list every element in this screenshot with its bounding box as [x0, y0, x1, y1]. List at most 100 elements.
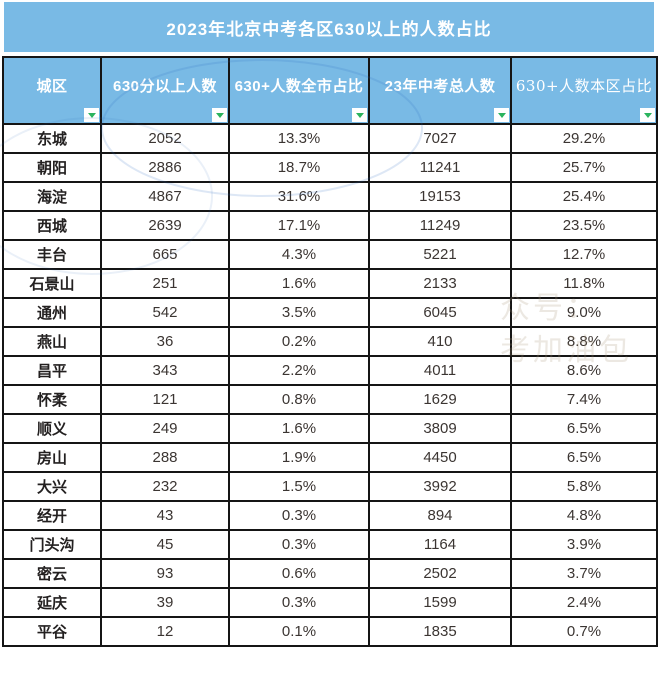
table-row: 门头沟 45 0.3% 1164 3.9% — [2, 529, 658, 560]
value-cell: 25.7% — [510, 152, 658, 183]
filter-dropdown-icon — [497, 112, 506, 118]
header-row: 城区 630分以上人数 630+人数全市占比 23年中考总人数 630+人数本区… — [2, 56, 658, 125]
district-cell: 密云 — [2, 558, 102, 589]
district-cell: 西城 — [2, 210, 102, 241]
value-cell: 249 — [100, 413, 230, 444]
value-cell: 232 — [100, 471, 230, 502]
value-cell: 93 — [100, 558, 230, 589]
district-cell: 丰台 — [2, 239, 102, 270]
value-cell: 11.8% — [510, 268, 658, 299]
district-cell: 门头沟 — [2, 529, 102, 560]
value-cell: 0.2% — [228, 326, 370, 357]
column-header-city-share: 630+人数全市占比 — [228, 56, 370, 125]
value-cell: 2.4% — [510, 587, 658, 618]
value-cell: 12 — [100, 616, 230, 647]
table-row: 平谷 12 0.1% 1835 0.7% — [2, 616, 658, 647]
table-row: 昌平 343 2.2% 4011 8.6% — [2, 355, 658, 386]
table-header: 城区 630分以上人数 630+人数全市占比 23年中考总人数 630+人数本区… — [2, 56, 658, 125]
filter-dropdown-icon — [215, 112, 224, 118]
district-cell: 海淀 — [2, 181, 102, 212]
table-row: 海淀 4867 31.6% 19153 25.4% — [2, 181, 658, 212]
value-cell: 0.3% — [228, 587, 370, 618]
value-cell: 4.3% — [228, 239, 370, 270]
value-cell: 0.6% — [228, 558, 370, 589]
page-title: 2023年北京中考各区630以上的人数占比 — [166, 19, 492, 39]
value-cell: 6045 — [368, 297, 512, 328]
filter-dropdown-icon — [643, 112, 652, 118]
filter-button[interactable] — [494, 108, 509, 122]
value-cell: 288 — [100, 442, 230, 473]
column-header-label: 630分以上人数 — [112, 78, 218, 95]
table-row: 大兴 232 1.5% 3992 5.8% — [2, 471, 658, 502]
value-cell: 45 — [100, 529, 230, 560]
value-cell: 8.8% — [510, 326, 658, 357]
filter-button[interactable] — [212, 108, 227, 122]
column-header-total: 23年中考总人数 — [368, 56, 512, 125]
value-cell: 1.9% — [228, 442, 370, 473]
value-cell: 0.3% — [228, 529, 370, 560]
table-row: 延庆 39 0.3% 1599 2.4% — [2, 587, 658, 618]
district-cell: 东城 — [2, 123, 102, 154]
table-row: 丰台 665 4.3% 5221 12.7% — [2, 239, 658, 270]
column-header-label: 630+人数全市占比 — [234, 78, 364, 95]
value-cell: 29.2% — [510, 123, 658, 154]
value-cell: 19153 — [368, 181, 512, 212]
value-cell: 12.7% — [510, 239, 658, 270]
table-row: 石景山 251 1.6% 2133 11.8% — [2, 268, 658, 299]
value-cell: 0.8% — [228, 384, 370, 415]
table-row: 燕山 36 0.2% 410 8.8% — [2, 326, 658, 357]
value-cell: 4.8% — [510, 500, 658, 531]
table-body: 东城 2052 13.3% 7027 29.2% 朝阳 2886 18.7% 11241 25.7… — [2, 123, 658, 647]
value-cell: 0.3% — [228, 500, 370, 531]
district-cell: 平谷 — [2, 616, 102, 647]
district-cell: 经开 — [2, 500, 102, 531]
value-cell: 25.4% — [510, 181, 658, 212]
table-row: 怀柔 121 0.8% 1629 7.4% — [2, 384, 658, 415]
value-cell: 4867 — [100, 181, 230, 212]
district-cell: 燕山 — [2, 326, 102, 357]
value-cell: 2052 — [100, 123, 230, 154]
table-row: 密云 93 0.6% 2502 3.7% — [2, 558, 658, 589]
value-cell: 39 — [100, 587, 230, 618]
value-cell: 665 — [100, 239, 230, 270]
table-row: 朝阳 2886 18.7% 11241 25.7% — [2, 152, 658, 183]
value-cell: 3.5% — [228, 297, 370, 328]
table-row: 房山 288 1.9% 4450 6.5% — [2, 442, 658, 473]
value-cell: 0.1% — [228, 616, 370, 647]
column-header-count630: 630分以上人数 — [100, 56, 230, 125]
value-cell: 2886 — [100, 152, 230, 183]
value-cell: 542 — [100, 297, 230, 328]
district-cell: 石景山 — [2, 268, 102, 299]
value-cell: 23.5% — [510, 210, 658, 241]
value-cell: 4011 — [368, 355, 512, 386]
value-cell: 7.4% — [510, 384, 658, 415]
table-row: 通州 542 3.5% 6045 9.0% — [2, 297, 658, 328]
value-cell: 0.7% — [510, 616, 658, 647]
value-cell: 9.0% — [510, 297, 658, 328]
district-cell: 朝阳 — [2, 152, 102, 183]
value-cell: 1.6% — [228, 268, 370, 299]
value-cell: 1.5% — [228, 471, 370, 502]
value-cell: 1835 — [368, 616, 512, 647]
value-cell: 6.5% — [510, 413, 658, 444]
data-table: 城区 630分以上人数 630+人数全市占比 23年中考总人数 630+人数本区… — [2, 56, 658, 647]
value-cell: 2502 — [368, 558, 512, 589]
value-cell: 3.9% — [510, 529, 658, 560]
filter-button[interactable] — [84, 108, 99, 122]
value-cell: 1.6% — [228, 413, 370, 444]
district-cell: 房山 — [2, 442, 102, 473]
filter-dropdown-icon — [87, 112, 96, 118]
value-cell: 8.6% — [510, 355, 658, 386]
filter-button[interactable] — [352, 108, 367, 122]
column-header-label: 23年中考总人数 — [384, 78, 496, 95]
column-header-label: 630+人数本区占比 — [515, 77, 653, 95]
table-row: 顺义 249 1.6% 3809 6.5% — [2, 413, 658, 444]
district-cell: 延庆 — [2, 587, 102, 618]
value-cell: 31.6% — [228, 181, 370, 212]
value-cell: 3809 — [368, 413, 512, 444]
value-cell: 17.1% — [228, 210, 370, 241]
table-row: 东城 2052 13.3% 7027 29.2% — [2, 123, 658, 154]
value-cell: 410 — [368, 326, 512, 357]
filter-button[interactable] — [640, 108, 655, 122]
